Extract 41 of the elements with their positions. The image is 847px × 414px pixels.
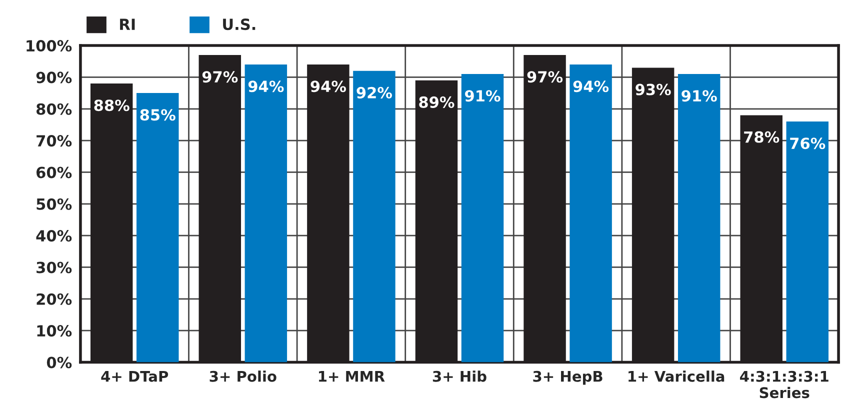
- x-tick-label: 3+ Polio: [210, 370, 276, 382]
- text: 78%: [744, 131, 780, 143]
- bar: [786, 122, 829, 362]
- text: 97%: [527, 71, 563, 83]
- bar: [136, 93, 179, 362]
- text: 76%: [790, 138, 826, 150]
- y-tick-label: 60%: [36, 166, 72, 178]
- text: 92%: [356, 86, 392, 98]
- text: 94%: [248, 80, 284, 92]
- text: 97%: [202, 71, 238, 83]
- legend-label: U.S.: [223, 18, 256, 30]
- y-tick-label: 90%: [36, 72, 72, 84]
- x-tick-label: 3+ Hib: [432, 370, 486, 382]
- bar: [244, 64, 288, 362]
- y-tick-label: 20%: [36, 293, 72, 305]
- y-tick-label: 70%: [36, 135, 72, 147]
- text: 85%: [140, 109, 176, 121]
- y-tick-label: 30%: [36, 262, 72, 274]
- text: 91%: [465, 90, 500, 102]
- x-tick-label: 1+ Varicella: [628, 370, 724, 382]
- legend-label: RI: [120, 18, 135, 30]
- bar: [461, 74, 504, 362]
- y-tick-label: 10%: [37, 325, 72, 337]
- y-tick-label: 40%: [36, 230, 72, 242]
- bar: [570, 64, 612, 362]
- bar: [678, 74, 720, 362]
- bar: [353, 70, 396, 362]
- x-tick-label: 4:3:1:3:3:1 Series: [740, 370, 828, 398]
- text: 91%: [682, 90, 717, 102]
- y-tick-label: 100%: [26, 40, 72, 52]
- x-tick-label: 4+ DTaP: [101, 371, 168, 382]
- text: 94%: [573, 80, 609, 92]
- x-tick-label: 3+ HepB: [533, 370, 602, 385]
- y-tick-label: 80%: [36, 103, 72, 115]
- text: 89%: [419, 96, 454, 108]
- text: 88%: [94, 100, 130, 112]
- text: 94%: [310, 80, 346, 92]
- x-tick-label: 1+ MMR: [319, 371, 385, 382]
- y-tick-label: 50%: [36, 198, 72, 210]
- y-tick-label: 0%: [46, 356, 72, 368]
- text: 93%: [636, 84, 671, 96]
